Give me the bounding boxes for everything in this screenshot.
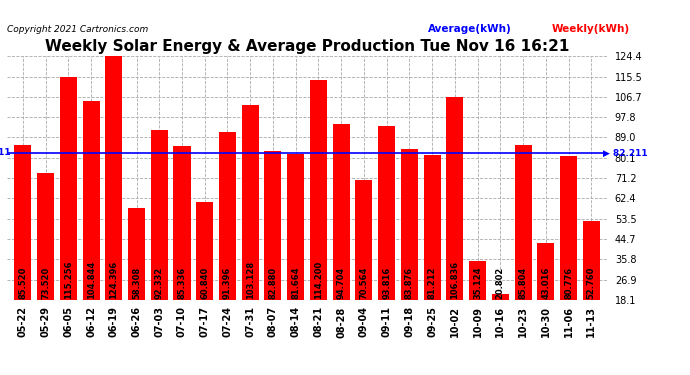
Bar <box>446 96 464 300</box>
Bar <box>492 294 509 300</box>
Bar <box>515 145 531 300</box>
Text: Copyright 2021 Cartronics.com: Copyright 2021 Cartronics.com <box>7 25 148 34</box>
Text: 91.396: 91.396 <box>223 267 232 299</box>
Title: Weekly Solar Energy & Average Production Tue Nov 16 16:21: Weekly Solar Energy & Average Production… <box>45 39 569 54</box>
Text: 58.308: 58.308 <box>132 267 141 299</box>
Bar <box>424 155 441 300</box>
Bar <box>60 77 77 300</box>
Text: 92.332: 92.332 <box>155 267 164 299</box>
Text: 70.564: 70.564 <box>359 267 368 299</box>
Text: 85.804: 85.804 <box>519 267 528 299</box>
Text: 85.520: 85.520 <box>19 267 28 299</box>
Text: 114.200: 114.200 <box>314 261 323 299</box>
Bar <box>219 132 236 300</box>
Bar <box>37 173 54 300</box>
Bar <box>378 126 395 300</box>
Bar <box>538 243 554 300</box>
Text: 20.802: 20.802 <box>496 267 505 299</box>
Bar <box>583 220 600 300</box>
Text: 94.704: 94.704 <box>337 267 346 299</box>
Text: 81.212: 81.212 <box>428 266 437 299</box>
Bar <box>264 152 282 300</box>
Text: 52.760: 52.760 <box>586 267 595 299</box>
Text: 85.336: 85.336 <box>177 267 186 299</box>
Text: 82.880: 82.880 <box>268 267 277 299</box>
Text: 35.124: 35.124 <box>473 266 482 299</box>
Text: 124.396: 124.396 <box>109 261 118 299</box>
Text: Weekly(kWh): Weekly(kWh) <box>552 24 630 34</box>
Text: 93.816: 93.816 <box>382 267 391 299</box>
Text: ▶ 82.211: ▶ 82.211 <box>602 148 647 158</box>
Bar <box>241 105 259 300</box>
Bar <box>106 56 122 300</box>
Bar <box>287 154 304 300</box>
Bar <box>355 180 373 300</box>
Text: Average(kWh): Average(kWh) <box>428 24 511 34</box>
Text: 104.844: 104.844 <box>86 261 95 299</box>
Bar <box>401 149 418 300</box>
Text: 106.836: 106.836 <box>451 261 460 299</box>
Bar <box>333 124 350 300</box>
Text: 115.256: 115.256 <box>63 260 72 299</box>
Bar <box>83 101 99 300</box>
Bar <box>14 146 31 300</box>
Bar <box>560 156 577 300</box>
Bar <box>173 146 190 300</box>
Text: 73.520: 73.520 <box>41 267 50 299</box>
Bar <box>469 261 486 300</box>
Bar <box>150 130 168 300</box>
Text: 81.664: 81.664 <box>291 266 300 299</box>
Text: 82.211: 82.211 <box>0 148 12 158</box>
Text: 83.876: 83.876 <box>405 267 414 299</box>
Bar <box>128 208 145 300</box>
Text: 103.128: 103.128 <box>246 261 255 299</box>
Bar <box>310 80 327 300</box>
Text: 43.016: 43.016 <box>542 267 551 299</box>
Text: 80.776: 80.776 <box>564 267 573 299</box>
Bar <box>196 202 213 300</box>
Text: 60.840: 60.840 <box>200 267 209 299</box>
